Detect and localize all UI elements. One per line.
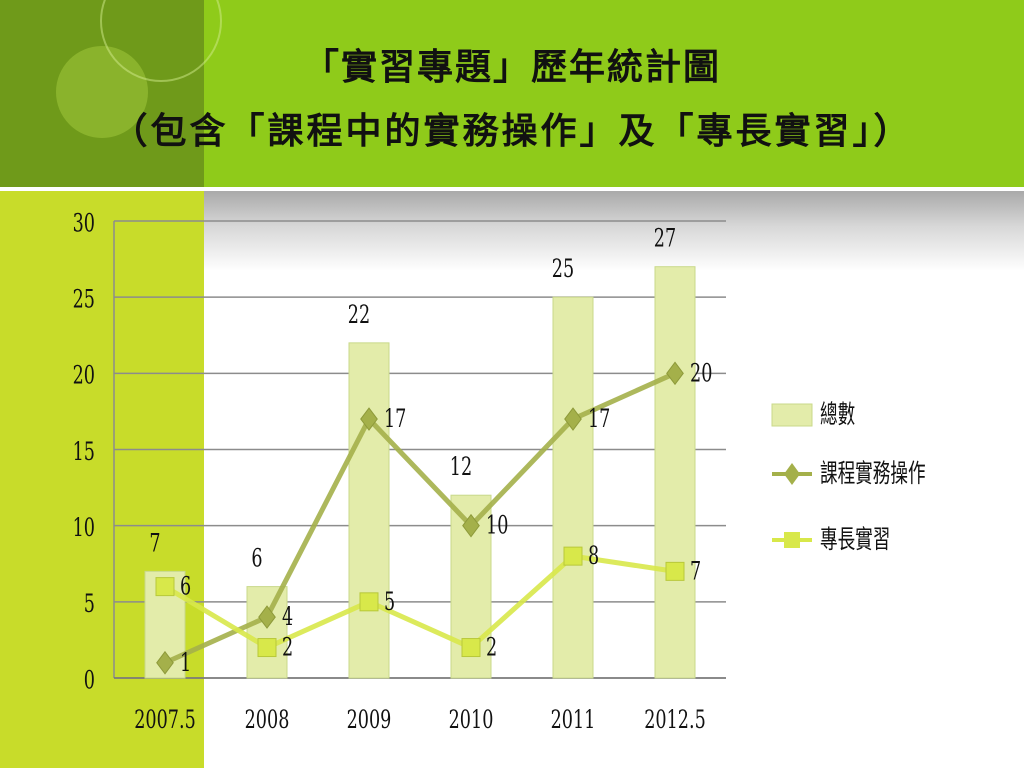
- y-tick-label: 5: [84, 590, 95, 619]
- specialty-value-label: 8: [588, 542, 599, 571]
- y-tick-label: 30: [73, 209, 95, 238]
- specialty-value-label: 7: [690, 557, 701, 586]
- specialty-marker: [359, 592, 379, 612]
- bar-value-label: 25: [552, 255, 574, 284]
- practice-value-label: 17: [588, 405, 610, 434]
- practice-marker: [462, 513, 480, 538]
- specialty-marker: [665, 561, 685, 581]
- x-tick-label: 2008: [245, 706, 290, 735]
- legend-label: 總數: [820, 401, 855, 430]
- legend-marker-specialty: [784, 532, 800, 548]
- practice-marker: [666, 361, 684, 386]
- y-tick-label: 10: [73, 514, 95, 543]
- bar: [348, 342, 390, 679]
- bar-value-label: 7: [149, 529, 160, 558]
- header-divider: [0, 187, 1024, 191]
- specialty-marker: [257, 638, 277, 658]
- bar-value-label: 6: [251, 545, 262, 574]
- specialty-value-label: 5: [384, 588, 395, 617]
- y-tick-label: 25: [73, 285, 95, 314]
- bar: [246, 586, 288, 679]
- legend-label: 專長實習: [820, 526, 890, 555]
- y-tick-label: 20: [73, 362, 95, 391]
- bar-value-label: 27: [654, 225, 676, 254]
- specialty-value-label: 2: [282, 633, 293, 662]
- practice-value-label: 10: [486, 512, 508, 541]
- x-tick-label: 2012.5: [644, 706, 706, 735]
- specialty-marker: [155, 577, 175, 597]
- slide-subtitle: （包含「課程中的實務操作」及「專長實習」）: [111, 111, 913, 152]
- practice-marker: [360, 407, 378, 431]
- y-tick-label: 0: [84, 666, 95, 695]
- legend-marker-practice: [784, 463, 800, 485]
- specialty-value-label: 2: [486, 633, 497, 662]
- slide-title: 「實習專題」歷年統計圖: [302, 47, 721, 88]
- legend-label: 課程實務操作: [820, 460, 926, 489]
- gray-gradient-band: [204, 191, 1024, 271]
- practice-marker: [156, 650, 174, 675]
- series-line-specialty: [163, 553, 676, 651]
- specialty-marker: [563, 546, 583, 566]
- bar: [552, 296, 594, 679]
- bar: [654, 266, 696, 679]
- x-tick-label: 2007.5: [134, 706, 196, 735]
- y-tick-label: 15: [73, 438, 95, 467]
- practice-value-label: 1: [180, 649, 191, 678]
- bar-value-label: 22: [348, 301, 370, 330]
- series-line-practice: [163, 371, 677, 666]
- specialty-value-label: 6: [180, 573, 191, 602]
- practice-value-label: 17: [384, 405, 406, 434]
- x-tick-label: 2010: [449, 706, 494, 735]
- practice-marker: [564, 407, 582, 431]
- practice-marker: [258, 605, 276, 629]
- practice-value-label: 20: [690, 359, 712, 388]
- specialty-marker: [461, 638, 481, 658]
- legend-swatch-bar: [771, 403, 813, 427]
- x-tick-label: 2009: [347, 706, 392, 735]
- bar-value-label: 12: [450, 453, 472, 482]
- practice-value-label: 4: [282, 603, 293, 632]
- x-tick-label: 2011: [551, 706, 596, 735]
